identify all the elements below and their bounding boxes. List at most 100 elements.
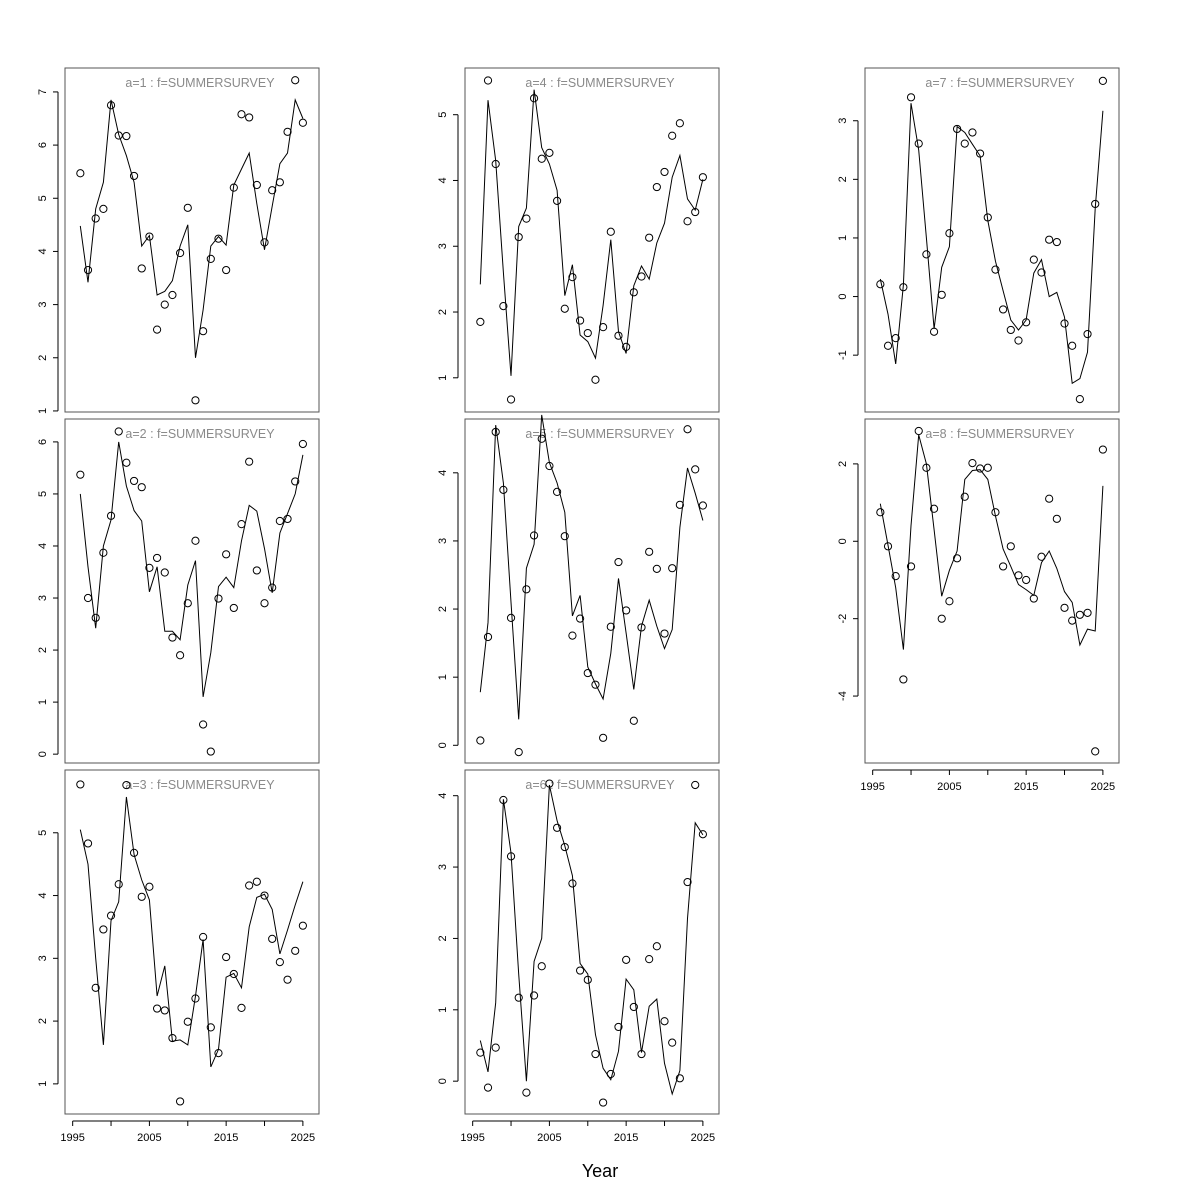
observed-point: [991, 265, 1000, 274]
observed-point: [222, 550, 231, 559]
observed-point: [176, 651, 185, 660]
y-tick-label: 2: [37, 1018, 49, 1024]
observed-point: [206, 254, 215, 263]
observed-point: [968, 459, 977, 468]
observed-point: [983, 463, 992, 472]
observed-point: [914, 426, 923, 436]
observed-point: [114, 131, 123, 140]
observed-point: [1022, 318, 1031, 327]
observed-point: [576, 614, 585, 623]
y-tick-label: 1: [437, 375, 449, 381]
observed-point: [1091, 747, 1100, 756]
observed-point: [145, 232, 154, 241]
observed-point: [960, 492, 969, 501]
observed-point: [529, 94, 539, 103]
observed-point: [106, 101, 116, 110]
observed-point: [199, 327, 208, 336]
y-tick-label: -4: [837, 691, 849, 701]
observed-point: [652, 564, 661, 573]
observed-point: [122, 131, 131, 141]
observed-point: [214, 594, 223, 603]
panel-1: a=1 : f=SUMMERSURVEY 1 2 3 4 5 6 7: [37, 67, 320, 414]
observed-point: [906, 562, 916, 571]
observed-point: [491, 1043, 500, 1052]
observed-point: [983, 213, 992, 222]
observed-point: [160, 568, 169, 577]
observed-point: [668, 131, 677, 140]
x-tick-label: 2005: [537, 1132, 561, 1144]
observed-point: [691, 780, 700, 790]
observed-point: [660, 629, 669, 638]
panel-title: a=3 : f=SUMMERSURVEY: [125, 778, 275, 792]
observed-point: [629, 288, 638, 297]
observed-point: [891, 572, 900, 581]
observed-point: [552, 196, 562, 205]
observed-point: [122, 780, 131, 790]
observed-point: [568, 273, 577, 282]
panel-8: a=8 : f=SUMMERSURVEY -4 -2 0 2 1995 2005 2015 20…: [837, 418, 1120, 793]
observed-point: [698, 501, 707, 510]
observed-point: [275, 957, 284, 967]
observed-point: [960, 139, 969, 148]
observed-point: [606, 622, 615, 631]
observed-point: [1022, 575, 1031, 585]
observed-point: [1037, 552, 1046, 561]
observed-point: [976, 149, 985, 158]
observed-point: [129, 848, 139, 857]
fitted-line: [479, 784, 704, 1096]
panel-frame: [64, 418, 320, 764]
observed-point: [137, 264, 146, 273]
observed-point: [91, 214, 100, 223]
fitted-line: [79, 796, 304, 1068]
observed-point: [176, 1097, 185, 1106]
y-tick-label: 3: [437, 243, 449, 249]
observed-point: [160, 300, 169, 309]
observed-point: [952, 124, 962, 134]
observed-point: [991, 508, 1000, 517]
observed-point: [637, 623, 646, 632]
panel-frame: [464, 67, 720, 413]
observed-point: [675, 1074, 684, 1083]
observed-point: [514, 993, 523, 1002]
observed-point: [1029, 594, 1038, 603]
observed-point: [560, 532, 569, 541]
observed-point: [1045, 235, 1054, 244]
observed-point: [283, 975, 292, 984]
observed-point: [476, 1048, 485, 1057]
observed-point: [583, 668, 592, 678]
observed-point: [614, 331, 623, 340]
observed-point: [599, 733, 608, 742]
observed-point: [237, 110, 246, 119]
observed-point: [491, 427, 500, 437]
observed-point: [137, 483, 146, 492]
observed-point: [245, 457, 254, 466]
observed-point: [591, 680, 600, 689]
observed-point: [298, 921, 307, 930]
observed-point: [629, 716, 638, 725]
y-tick-label: 6: [37, 439, 49, 445]
y-tick-label: 2: [437, 606, 449, 612]
observed-point: [576, 316, 585, 325]
observed-point: [76, 169, 85, 178]
observed-point: [1083, 329, 1092, 339]
observed-point: [99, 204, 108, 213]
x-tick-label: 2005: [137, 1132, 161, 1144]
observed-point: [298, 439, 307, 449]
observed-point: [229, 183, 238, 192]
panel-title: a=1 : f=SUMMERSURVEY: [125, 76, 275, 90]
observed-point: [883, 542, 893, 551]
observed-point: [506, 852, 516, 861]
observed-point: [906, 93, 916, 102]
y-tick-label: 3: [437, 864, 449, 870]
observed-point: [583, 328, 592, 338]
observed-point: [637, 272, 646, 281]
observed-point: [1075, 610, 1084, 619]
panel-frame: [864, 67, 1120, 413]
x-tick-label: 2025: [1091, 781, 1115, 793]
y-tick-label: -1: [837, 350, 849, 360]
observed-point: [137, 892, 146, 901]
observed-point: [899, 675, 908, 684]
y-tick-label: 2: [437, 309, 449, 315]
observed-point: [999, 305, 1008, 314]
